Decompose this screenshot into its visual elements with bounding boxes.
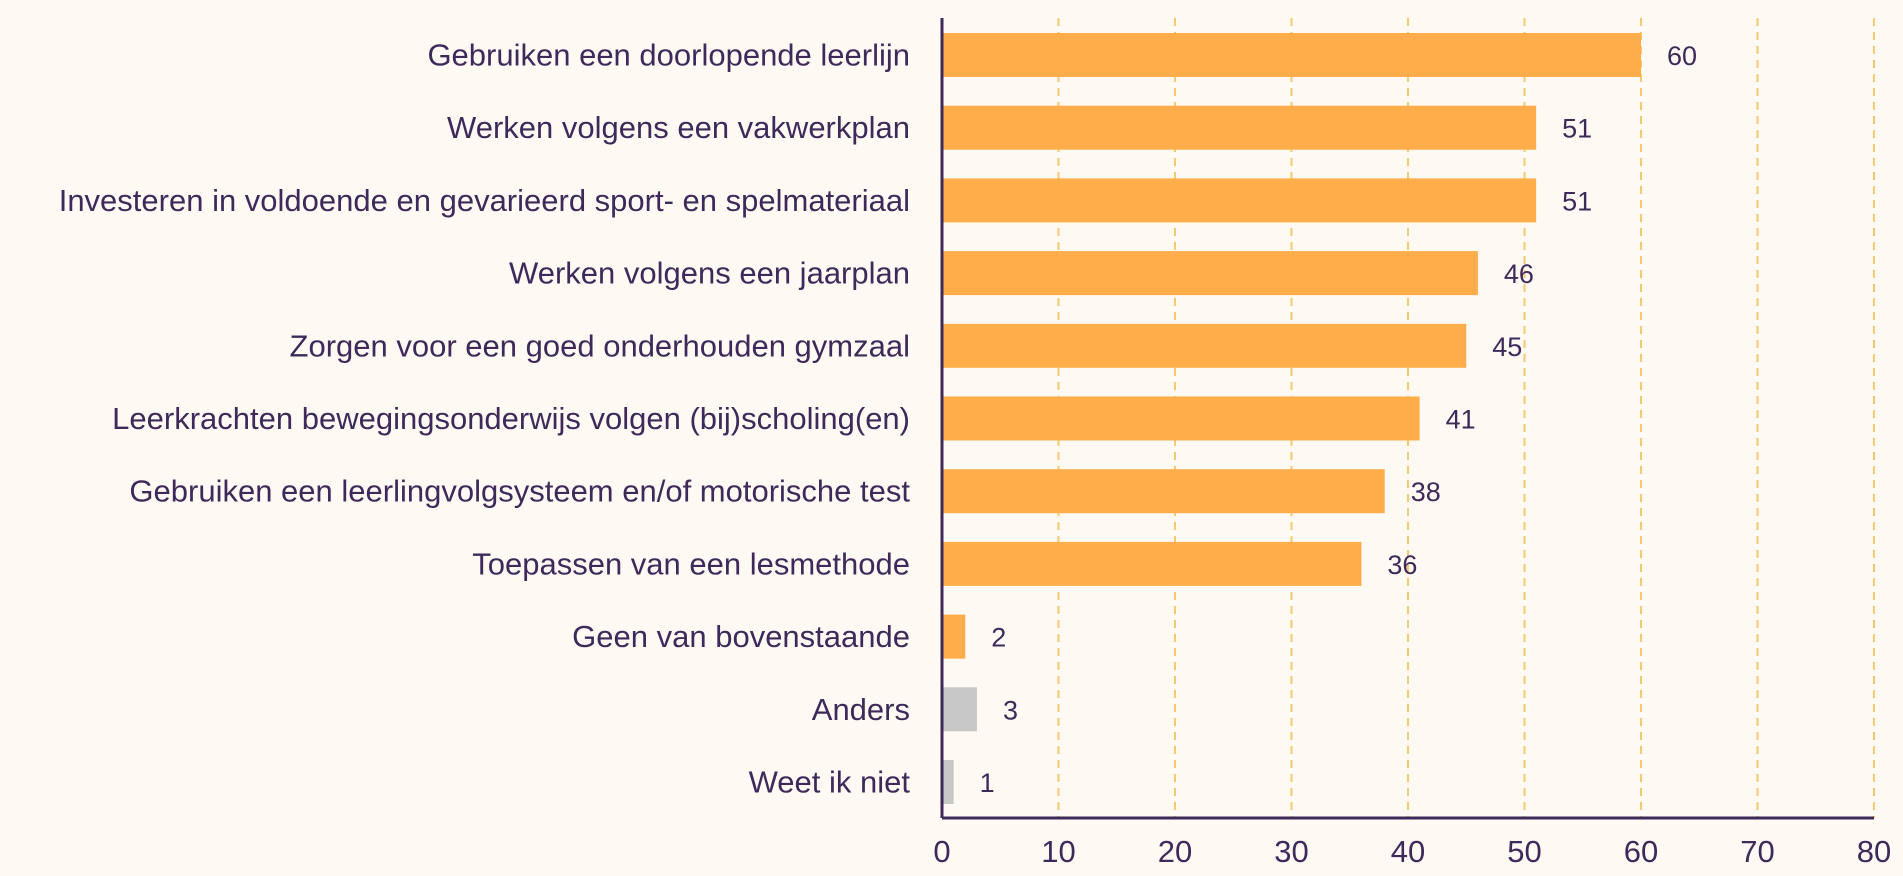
value-label-7: 36: [1387, 550, 1417, 580]
category-labels: Gebruiken een doorlopende leerlijn Werken…: [59, 38, 911, 800]
category-label-6: Gebruiken een leerlingvolgsysteem en/of …: [129, 474, 910, 509]
category-label-10: Weet ik niet: [749, 765, 911, 800]
axes: [940, 18, 1874, 820]
value-label-6: 38: [1411, 477, 1441, 507]
x-tick-label-40: 40: [1391, 834, 1425, 869]
category-label-0: Gebruiken een doorlopende leerlijn: [427, 38, 910, 73]
x-tick-label-0: 0: [933, 834, 950, 869]
value-label-0: 60: [1667, 41, 1697, 71]
bars: [942, 33, 1641, 804]
value-label-2: 51: [1562, 186, 1592, 216]
bar-2: [942, 178, 1537, 223]
bar-6: [942, 469, 1385, 514]
category-label-5: Leerkrachten bewegingsonderwijs volgen (…: [112, 401, 910, 436]
value-label-8: 2: [991, 623, 1006, 653]
value-label-4: 45: [1492, 332, 1522, 362]
x-tick-label-10: 10: [1041, 834, 1075, 869]
value-label-1: 51: [1562, 114, 1592, 144]
x-tick-label-30: 30: [1274, 834, 1308, 869]
bar-1: [942, 105, 1537, 150]
x-tick-label-50: 50: [1507, 834, 1541, 869]
x-tick-label-70: 70: [1740, 834, 1774, 869]
x-tick-label-20: 20: [1158, 834, 1192, 869]
value-labels: 60 51 51 46 45 41 38 36 2 3 1: [980, 41, 1697, 798]
value-label-9: 3: [1003, 695, 1018, 725]
category-label-9: Anders: [812, 692, 910, 727]
bar-0: [942, 33, 1641, 77]
category-label-4: Zorgen voor een goed onderhouden gymzaal: [290, 328, 910, 363]
bar-8: [942, 614, 966, 659]
value-label-10: 1: [980, 768, 995, 798]
bar-3: [942, 251, 1478, 296]
category-label-2: Investeren in voldoende en gevarieerd sp…: [59, 183, 910, 218]
x-tick-labels: 0 10 20 30 40 50 60 70 80: [933, 834, 1891, 869]
category-label-7: Toepassen van een lesmethode: [472, 546, 910, 581]
category-label-8: Geen van bovenstaande: [572, 619, 910, 654]
bar-9: [942, 687, 977, 732]
x-tick-label-80: 80: [1857, 834, 1891, 869]
bar-10: [942, 760, 954, 804]
value-label-5: 41: [1446, 405, 1476, 435]
x-tick-label-60: 60: [1624, 834, 1658, 869]
category-label-3: Werken volgens een jaarplan: [509, 256, 910, 291]
category-label-1: Werken volgens een vakwerkplan: [447, 110, 910, 145]
bar-4: [942, 323, 1467, 368]
bar-7: [942, 541, 1362, 586]
bar-5: [942, 396, 1420, 441]
value-label-3: 46: [1504, 259, 1534, 289]
